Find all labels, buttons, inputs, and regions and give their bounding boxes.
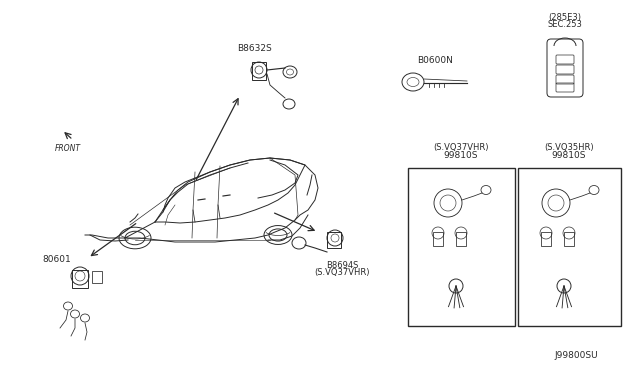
Text: 99810S: 99810S <box>552 151 586 160</box>
Text: (S.VQ37VHR): (S.VQ37VHR) <box>433 142 489 151</box>
Text: (S.VQ37VHR): (S.VQ37VHR) <box>314 269 370 278</box>
Bar <box>518 168 621 326</box>
Text: B8694S: B8694S <box>326 260 358 269</box>
Bar <box>408 168 515 326</box>
Text: SEC.253: SEC.253 <box>548 19 582 29</box>
Text: J99800SU: J99800SU <box>554 350 598 359</box>
Text: 80601: 80601 <box>43 256 72 264</box>
Text: (285E3): (285E3) <box>548 13 582 22</box>
Text: B8632S: B8632S <box>237 44 273 52</box>
Text: FRONT: FRONT <box>55 144 81 153</box>
Text: (S.VQ35HR): (S.VQ35HR) <box>544 142 594 151</box>
Text: 99810S: 99810S <box>444 151 478 160</box>
Text: B0600N: B0600N <box>417 55 453 64</box>
